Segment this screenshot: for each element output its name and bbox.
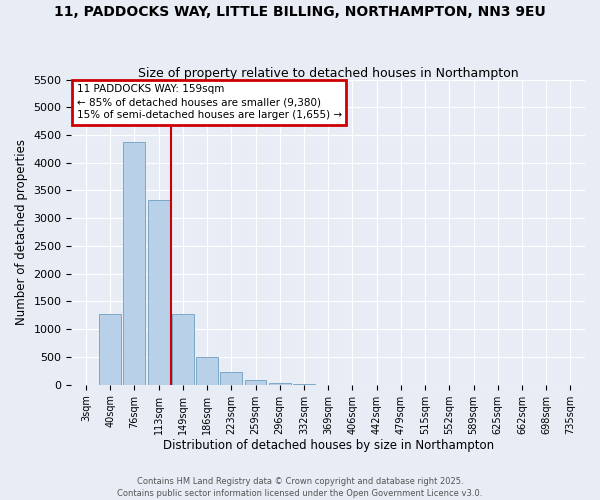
Bar <box>124 142 145 384</box>
Bar <box>148 200 170 384</box>
Bar <box>196 357 218 384</box>
Bar <box>220 372 242 384</box>
Text: 11, PADDOCKS WAY, LITTLE BILLING, NORTHAMPTON, NN3 9EU: 11, PADDOCKS WAY, LITTLE BILLING, NORTHA… <box>54 5 546 19</box>
Title: Size of property relative to detached houses in Northampton: Size of property relative to detached ho… <box>138 66 518 80</box>
Y-axis label: Number of detached properties: Number of detached properties <box>15 139 28 325</box>
Text: 11 PADDOCKS WAY: 159sqm
← 85% of detached houses are smaller (9,380)
15% of semi: 11 PADDOCKS WAY: 159sqm ← 85% of detache… <box>77 84 341 120</box>
Bar <box>269 383 290 384</box>
Text: Contains HM Land Registry data © Crown copyright and database right 2025.
Contai: Contains HM Land Registry data © Crown c… <box>118 476 482 498</box>
Bar <box>172 314 194 384</box>
Bar <box>99 314 121 384</box>
X-axis label: Distribution of detached houses by size in Northampton: Distribution of detached houses by size … <box>163 440 494 452</box>
Bar <box>245 380 266 384</box>
